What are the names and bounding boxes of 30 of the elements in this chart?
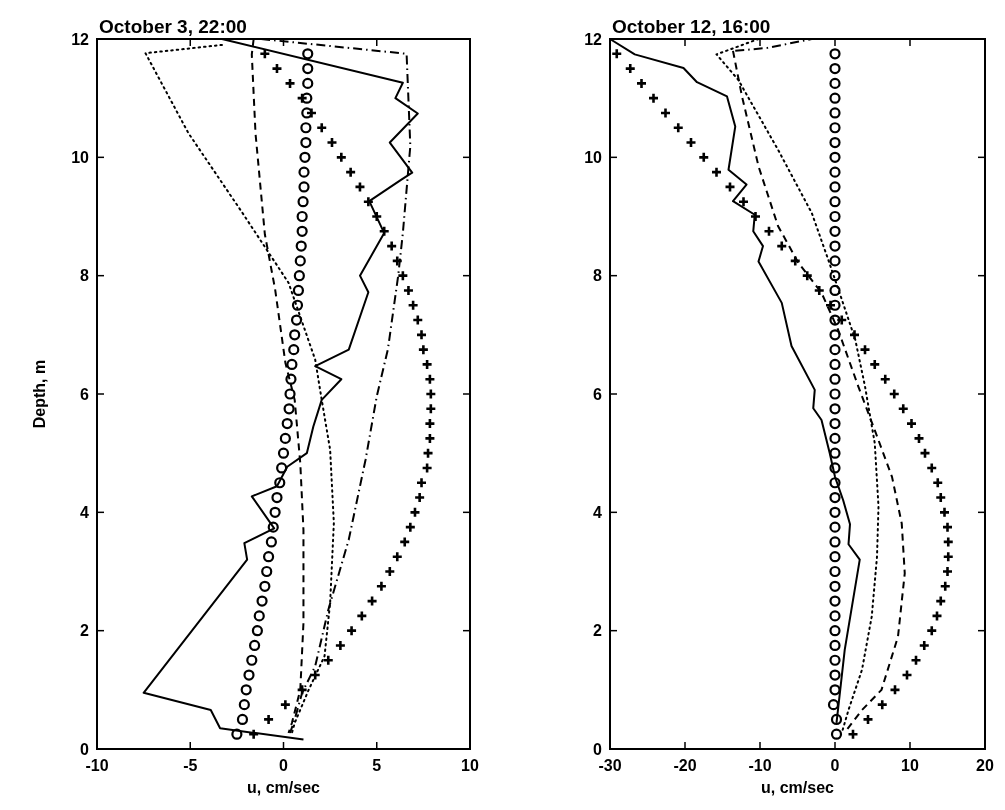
y-tick-label: 0	[593, 740, 603, 758]
y-tick-label: 4	[593, 503, 603, 521]
y-tick-label: 8	[593, 267, 603, 285]
chart-title: October 12, 16:00	[612, 16, 771, 37]
y-tick-label: 2	[593, 622, 603, 640]
x-tick-label: -20	[673, 757, 697, 774]
x-axis-title: u, cm/sec	[247, 779, 321, 796]
x-tick-label: 5	[372, 757, 382, 774]
y-tick-label: 4	[80, 503, 90, 521]
x-tick-label: -10	[748, 757, 772, 774]
y-tick-label: 6	[593, 385, 603, 403]
x-tick-label: -10	[85, 757, 109, 774]
y-tick-label: 12	[584, 30, 603, 48]
x-tick-label: 20	[976, 757, 994, 774]
x-tick-label: -5	[183, 757, 198, 774]
x-tick-label: 0	[279, 757, 289, 774]
chart-title: October 3, 22:00	[99, 16, 247, 37]
x-axis-title: u, cm/sec	[761, 779, 835, 796]
y-tick-label: 6	[80, 385, 90, 403]
y-tick-label: 10	[71, 148, 90, 166]
y-axis-title: Depth, m	[31, 359, 48, 429]
y-tick-label: 2	[80, 622, 90, 640]
x-tick-label: -30	[598, 757, 622, 774]
y-tick-label: 0	[80, 740, 90, 758]
y-tick-label: 12	[71, 30, 90, 48]
x-tick-label: 10	[901, 757, 919, 774]
y-tick-label: 8	[80, 267, 90, 285]
x-tick-label: 10	[461, 757, 479, 774]
x-tick-label: 0	[830, 757, 840, 774]
y-tick-label: 10	[584, 148, 603, 166]
